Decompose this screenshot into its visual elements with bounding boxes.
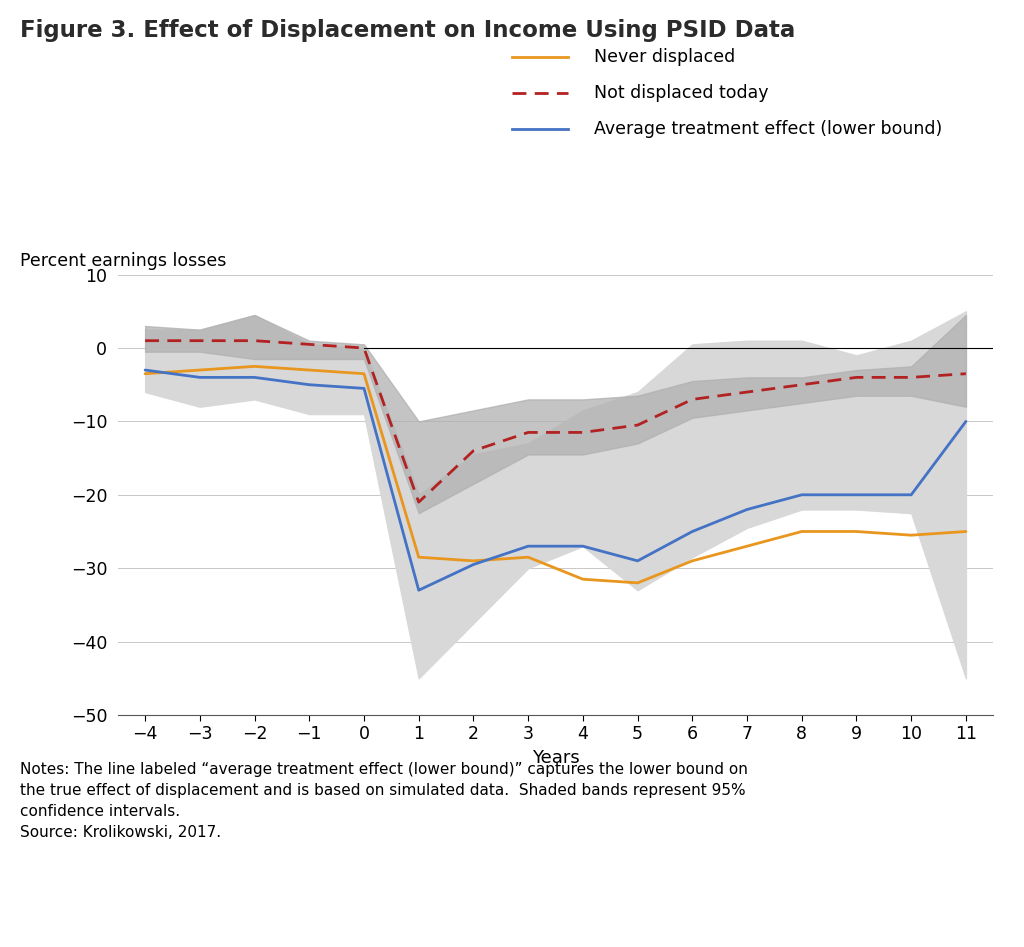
X-axis label: Years: Years [531, 749, 580, 767]
Text: Notes: The line labeled “average treatment effect (lower bound)” captures the lo: Notes: The line labeled “average treatme… [20, 762, 749, 840]
Text: Not displaced today: Not displaced today [594, 83, 768, 102]
Text: Average treatment effect (lower bound): Average treatment effect (lower bound) [594, 119, 942, 138]
Text: Never displaced: Never displaced [594, 47, 735, 66]
Text: Figure 3. Effect of Displacement on Income Using PSID Data: Figure 3. Effect of Displacement on Inco… [20, 19, 796, 42]
Text: Percent earnings losses: Percent earnings losses [20, 252, 227, 270]
